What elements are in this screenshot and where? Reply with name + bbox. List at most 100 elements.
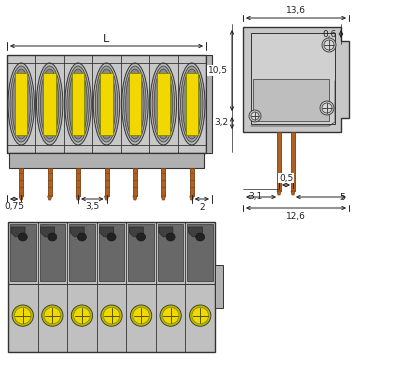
Ellipse shape xyxy=(8,63,34,145)
Circle shape xyxy=(160,305,181,326)
Ellipse shape xyxy=(97,69,116,139)
Text: 2: 2 xyxy=(199,202,205,212)
Bar xyxy=(48,168,52,196)
Bar xyxy=(15,73,28,135)
Ellipse shape xyxy=(36,63,63,145)
Polygon shape xyxy=(11,227,25,237)
Bar xyxy=(10,224,36,281)
Bar xyxy=(190,168,194,196)
Bar xyxy=(158,224,184,281)
Bar xyxy=(253,79,329,121)
Polygon shape xyxy=(40,227,55,237)
Bar xyxy=(206,55,212,153)
Circle shape xyxy=(320,101,334,115)
Bar xyxy=(99,224,124,281)
Bar xyxy=(277,132,281,191)
Polygon shape xyxy=(291,191,295,195)
Ellipse shape xyxy=(18,233,27,241)
Circle shape xyxy=(44,307,61,324)
Polygon shape xyxy=(100,227,114,237)
Polygon shape xyxy=(161,196,165,200)
Circle shape xyxy=(322,103,332,113)
Polygon shape xyxy=(277,191,281,195)
Bar xyxy=(215,265,223,308)
Ellipse shape xyxy=(69,69,87,139)
Circle shape xyxy=(14,307,31,324)
Bar xyxy=(8,222,215,352)
Ellipse shape xyxy=(150,63,176,145)
Ellipse shape xyxy=(152,66,174,142)
Circle shape xyxy=(130,305,152,326)
Bar xyxy=(128,224,154,281)
Ellipse shape xyxy=(126,69,144,139)
Bar xyxy=(129,73,141,135)
Text: 0,75: 0,75 xyxy=(4,202,24,212)
Polygon shape xyxy=(159,227,173,237)
Ellipse shape xyxy=(136,233,146,241)
Circle shape xyxy=(71,305,92,326)
Circle shape xyxy=(249,110,261,122)
Ellipse shape xyxy=(93,63,120,145)
Ellipse shape xyxy=(78,233,86,241)
Polygon shape xyxy=(48,196,52,200)
Text: 3,5: 3,5 xyxy=(85,202,100,212)
Polygon shape xyxy=(190,196,194,200)
Bar xyxy=(44,73,56,135)
Circle shape xyxy=(322,38,336,52)
Polygon shape xyxy=(243,27,349,132)
Circle shape xyxy=(101,305,122,326)
Polygon shape xyxy=(19,196,23,200)
Polygon shape xyxy=(188,227,202,237)
Circle shape xyxy=(192,307,208,324)
Ellipse shape xyxy=(10,66,32,142)
Text: 0,6: 0,6 xyxy=(323,30,337,38)
Bar xyxy=(9,153,204,168)
Ellipse shape xyxy=(67,66,89,142)
Circle shape xyxy=(324,40,334,50)
Polygon shape xyxy=(129,227,143,237)
Polygon shape xyxy=(104,196,108,200)
Ellipse shape xyxy=(182,69,201,139)
Polygon shape xyxy=(133,196,137,200)
Bar xyxy=(291,132,295,191)
Circle shape xyxy=(133,307,149,324)
Bar xyxy=(19,168,23,196)
Ellipse shape xyxy=(180,66,203,142)
Circle shape xyxy=(162,307,179,324)
Circle shape xyxy=(190,305,211,326)
Bar xyxy=(40,224,65,281)
Bar xyxy=(76,168,80,196)
Bar xyxy=(157,73,170,135)
Ellipse shape xyxy=(40,69,59,139)
Ellipse shape xyxy=(38,66,61,142)
Ellipse shape xyxy=(48,233,57,241)
Bar xyxy=(100,73,113,135)
Text: 3,1: 3,1 xyxy=(248,192,262,202)
Bar xyxy=(72,73,84,135)
Ellipse shape xyxy=(65,63,91,145)
Circle shape xyxy=(12,305,34,326)
Text: L: L xyxy=(103,34,110,44)
Circle shape xyxy=(251,112,259,120)
Text: 13,6: 13,6 xyxy=(286,7,306,15)
Bar xyxy=(133,168,137,196)
Ellipse shape xyxy=(178,63,205,145)
Polygon shape xyxy=(76,196,80,200)
Ellipse shape xyxy=(95,66,118,142)
Ellipse shape xyxy=(166,233,175,241)
Circle shape xyxy=(74,307,90,324)
Bar xyxy=(188,224,213,281)
Circle shape xyxy=(103,307,120,324)
Text: 5: 5 xyxy=(339,192,345,202)
Text: 3,2: 3,2 xyxy=(214,119,228,127)
Bar xyxy=(104,168,108,196)
Bar xyxy=(7,55,206,153)
Text: 0,5: 0,5 xyxy=(279,174,293,182)
Bar xyxy=(186,73,198,135)
Bar xyxy=(251,33,335,124)
Text: 10,5: 10,5 xyxy=(208,66,228,75)
Ellipse shape xyxy=(107,233,116,241)
Circle shape xyxy=(42,305,63,326)
Polygon shape xyxy=(70,227,84,237)
Ellipse shape xyxy=(196,233,205,241)
